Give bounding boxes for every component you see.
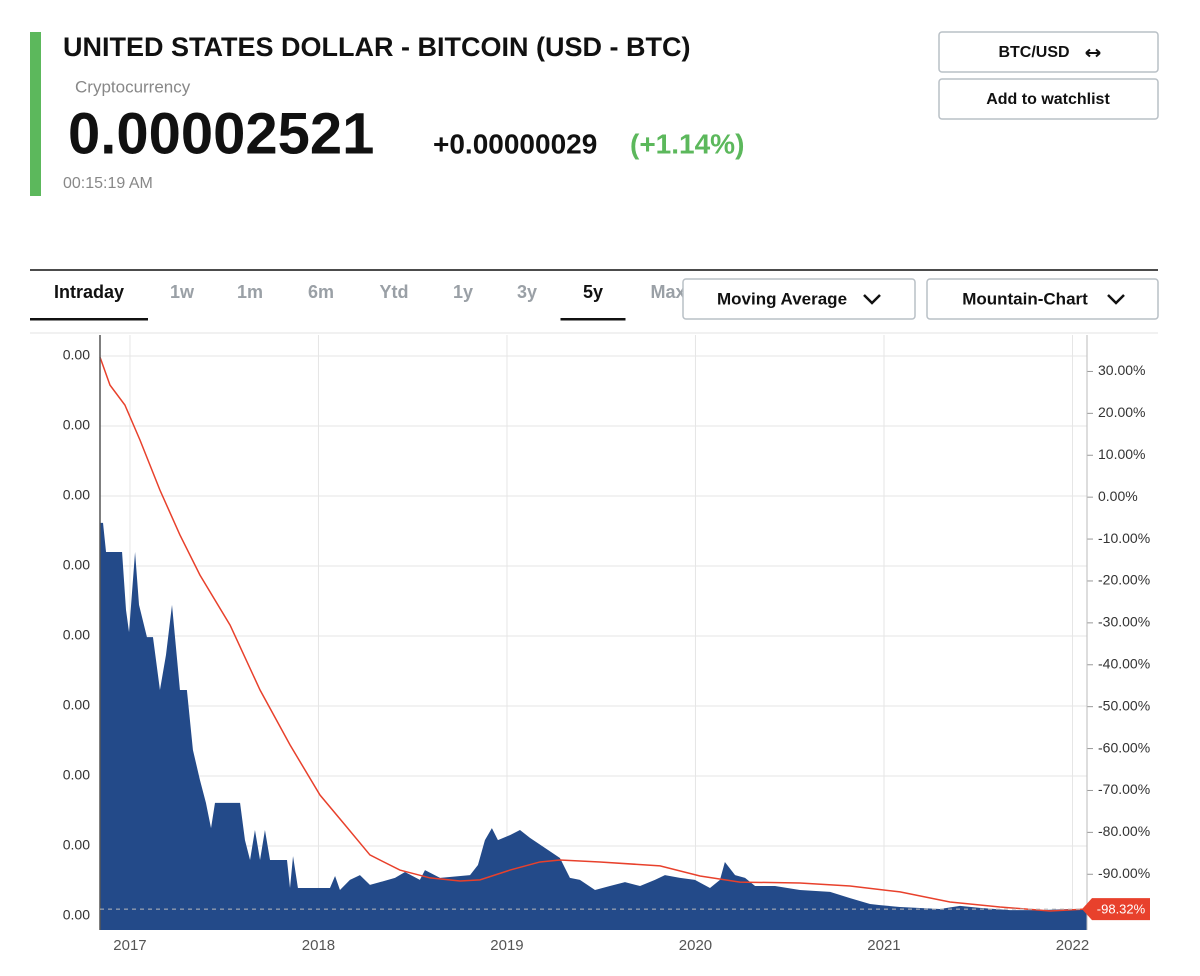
y2-tick-label: 30.00%: [1098, 362, 1145, 378]
x-tick-label: 2018: [302, 937, 335, 954]
y-tick-label: 0.00: [63, 907, 90, 923]
button-label: BTC/USD: [998, 44, 1069, 61]
y2-tick-label: 10.00%: [1098, 446, 1145, 462]
tab[interactable]: 5y: [560, 282, 626, 321]
tab-label: Ytd: [380, 282, 409, 302]
y2-tick-label: -10.00%: [1098, 530, 1150, 546]
change: +0.00000029: [433, 128, 597, 159]
swap-icon: [1085, 48, 1101, 58]
y2-tick-label: -20.00%: [1098, 572, 1150, 588]
x-tick-label: 2019: [490, 937, 523, 954]
dropdown-label: Mountain-Chart: [962, 289, 1088, 308]
x-tick-label: 2020: [679, 937, 712, 954]
value-badge-label: -98.32%: [1097, 902, 1146, 917]
accent-bar: [30, 32, 41, 196]
tab-label: 1m: [237, 282, 263, 302]
tab-underline: [560, 318, 626, 321]
price: 0.00002521: [68, 101, 374, 166]
tab-underline: [30, 318, 148, 321]
y-tick-label: 0.00: [63, 837, 90, 853]
y2-tick-label: -70.00%: [1098, 781, 1150, 797]
tab-label: 6m: [308, 282, 334, 302]
y2-tick-label: -90.00%: [1098, 865, 1150, 881]
tab-label: 5y: [583, 282, 603, 302]
button-box: [938, 78, 1159, 120]
y2-tick-label: -40.00%: [1098, 655, 1150, 671]
chevron: [1107, 294, 1125, 305]
x-tick-label: 2021: [867, 937, 900, 954]
y2-tick-label: 20.00%: [1098, 404, 1145, 420]
watchlist-button[interactable]: Add to watchlist: [938, 78, 1159, 120]
dropdown-label: Moving Average: [717, 289, 847, 308]
y2-tick-label: 0.00%: [1098, 488, 1138, 504]
dropdown-box: [926, 278, 1159, 320]
category: Cryptocurrency: [75, 77, 191, 96]
tab-label: 3y: [517, 282, 537, 302]
price-area: [100, 522, 1087, 930]
tab[interactable]: 6m: [308, 282, 334, 302]
button-label: Add to watchlist: [986, 91, 1110, 108]
chevron: [863, 294, 881, 305]
dropdown-box: [682, 278, 916, 320]
y2-tick-label: -30.00%: [1098, 614, 1150, 630]
change-percent: (+1.14%): [630, 128, 744, 159]
x-tick-label: 2022: [1056, 937, 1089, 954]
tab-label: 1y: [453, 282, 473, 302]
tab-label: Intraday: [54, 282, 124, 302]
y-tick-label: 0.00: [63, 417, 90, 433]
tab-label: Max: [650, 282, 685, 302]
title: UNITED STATES DOLLAR - BITCOIN (USD - BT…: [63, 32, 690, 62]
tab[interactable]: Intraday: [30, 282, 148, 321]
y2-tick-label: -50.00%: [1098, 697, 1150, 713]
tab[interactable]: Max: [650, 282, 685, 302]
tab[interactable]: 3y: [517, 282, 537, 302]
button-box: [938, 31, 1159, 73]
tabs: Intraday 1w 1m 6m Ytd 1y 3y 5y Max: [30, 282, 685, 321]
y2-tick-label: -80.00%: [1098, 823, 1150, 839]
chart-type-dropdown[interactable]: Mountain-Chart: [926, 278, 1159, 320]
tab[interactable]: 1m: [237, 282, 263, 302]
x-tick-label: 2017: [113, 937, 146, 954]
tab[interactable]: 1w: [170, 282, 195, 302]
y-tick-label: 0.00: [63, 627, 90, 643]
value-badge: [1082, 898, 1150, 921]
chart: 2017 2018 2019 2020 2021 2022 0.00 0.00 0.00 0.00…: [63, 335, 1150, 954]
tab[interactable]: 1y: [453, 282, 473, 302]
y-tick-label: 0.00: [63, 487, 90, 503]
y-tick-label: 0.00: [63, 347, 90, 363]
pair-button[interactable]: BTC/USD: [938, 31, 1159, 73]
tab-label: 1w: [170, 282, 195, 302]
time: 00:15:19 AM: [63, 175, 153, 192]
tab[interactable]: Ytd: [380, 282, 409, 302]
y-tick-label: 0.00: [63, 767, 90, 783]
moving-average-line: [99, 356, 1088, 912]
y-tick-label: 0.00: [63, 557, 90, 573]
y2-tick-label: -60.00%: [1098, 739, 1150, 755]
y-tick-label: 0.00: [63, 697, 90, 713]
moving-average-dropdown[interactable]: Moving Average: [682, 278, 916, 320]
